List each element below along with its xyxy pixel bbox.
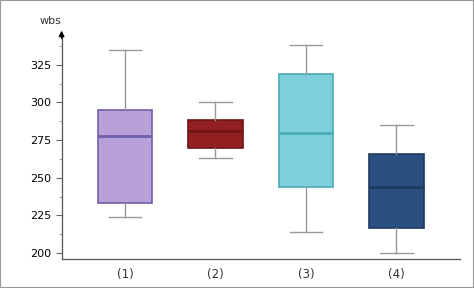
Text: wbs: wbs bbox=[40, 16, 62, 26]
Bar bbox=[369, 154, 424, 228]
Text: (4): (4) bbox=[388, 268, 405, 281]
Bar bbox=[188, 120, 243, 148]
Bar bbox=[98, 110, 152, 203]
Text: (1): (1) bbox=[117, 268, 133, 281]
Text: (3): (3) bbox=[298, 268, 314, 281]
Bar bbox=[279, 74, 333, 187]
Text: (2): (2) bbox=[207, 268, 224, 281]
